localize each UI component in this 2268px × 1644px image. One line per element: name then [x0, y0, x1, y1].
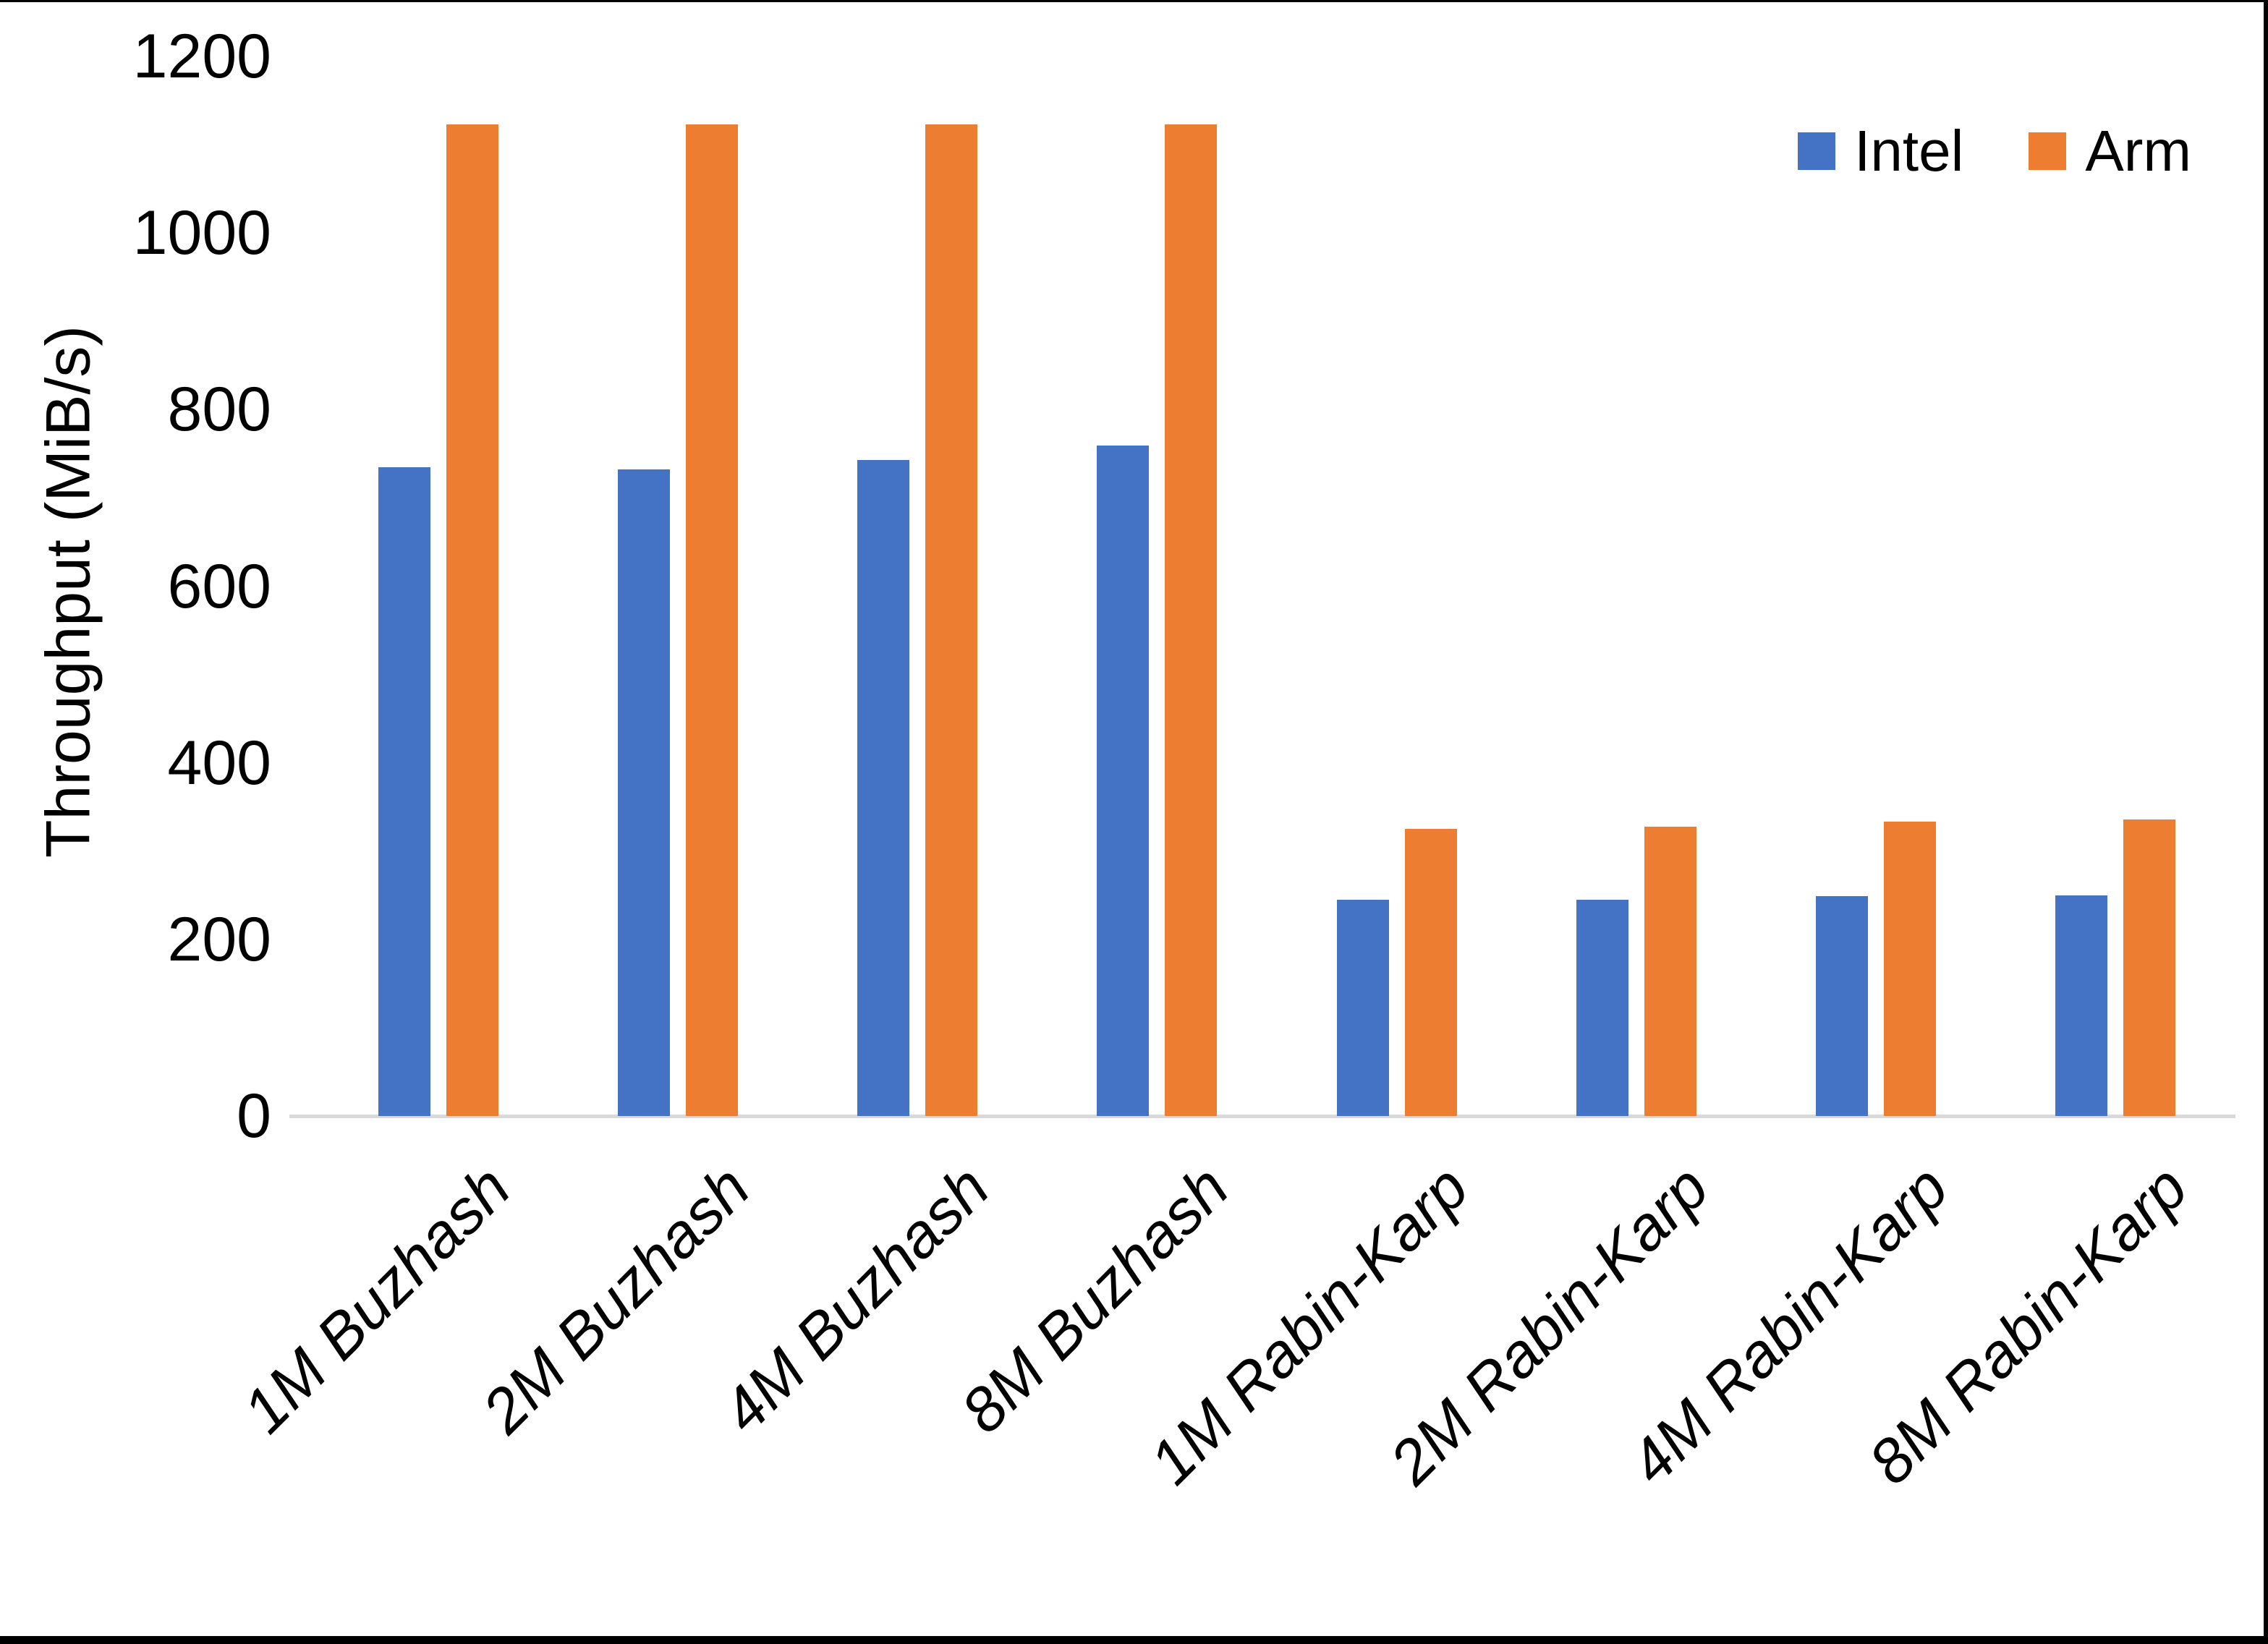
- legend: Intel Arm: [1798, 118, 2191, 184]
- legend-swatch-intel: [1798, 132, 1836, 170]
- bar-arm-1m-rabin-karp: [1404, 829, 1457, 1116]
- y-tick-label: 400: [167, 728, 272, 798]
- bar-group: [1277, 56, 1516, 1116]
- bar-group: [1757, 56, 1996, 1116]
- bar-intel-1m-buzhash: [378, 467, 430, 1116]
- bar-arm-4m-rabin-karp: [1884, 822, 1937, 1116]
- legend-swatch-arm: [2029, 132, 2067, 170]
- bar-arm-2m-rabin-karp: [1644, 826, 1696, 1116]
- bar-group: [318, 56, 558, 1116]
- y-tick-label: 1200: [132, 22, 271, 91]
- legend-label-intel: Intel: [1854, 119, 1964, 183]
- bar-intel-2m-rabin-karp: [1576, 899, 1628, 1116]
- bar-arm-8m-rabin-karp: [2123, 819, 2176, 1116]
- bar-group: [1516, 56, 1756, 1116]
- y-tick-label: 1000: [132, 198, 271, 268]
- y-tick-label: 800: [167, 375, 272, 445]
- bar-intel-4m-buzhash: [857, 459, 910, 1116]
- bar-intel-4m-rabin-karp: [1816, 896, 1869, 1116]
- bar-arm-4m-buzhash: [925, 124, 978, 1116]
- bar-intel-1m-rabin-karp: [1336, 899, 1389, 1116]
- bar-group: [798, 56, 1037, 1116]
- y-tick-label: 600: [167, 551, 272, 621]
- y-tick-label: 0: [237, 1081, 271, 1151]
- bar-intel-2m-buzhash: [617, 469, 670, 1116]
- plot-area: [318, 56, 2235, 1116]
- legend-item-arm: Arm: [2029, 118, 2191, 184]
- x-axis-line: [289, 1115, 2235, 1118]
- legend-label-arm: Arm: [2085, 119, 2191, 183]
- bar-group: [558, 56, 797, 1116]
- bar-intel-8m-rabin-karp: [2055, 895, 2108, 1116]
- bar-intel-8m-buzhash: [1097, 446, 1150, 1116]
- bar-arm-2m-buzhash: [685, 124, 738, 1116]
- bar-arm-8m-buzhash: [1165, 124, 1218, 1116]
- bar-group: [1037, 56, 1277, 1116]
- bar-arm-1m-buzhash: [446, 124, 498, 1116]
- legend-item-intel: Intel: [1798, 118, 1963, 184]
- bar-group: [1996, 56, 2235, 1116]
- y-tick-label: 200: [167, 904, 272, 974]
